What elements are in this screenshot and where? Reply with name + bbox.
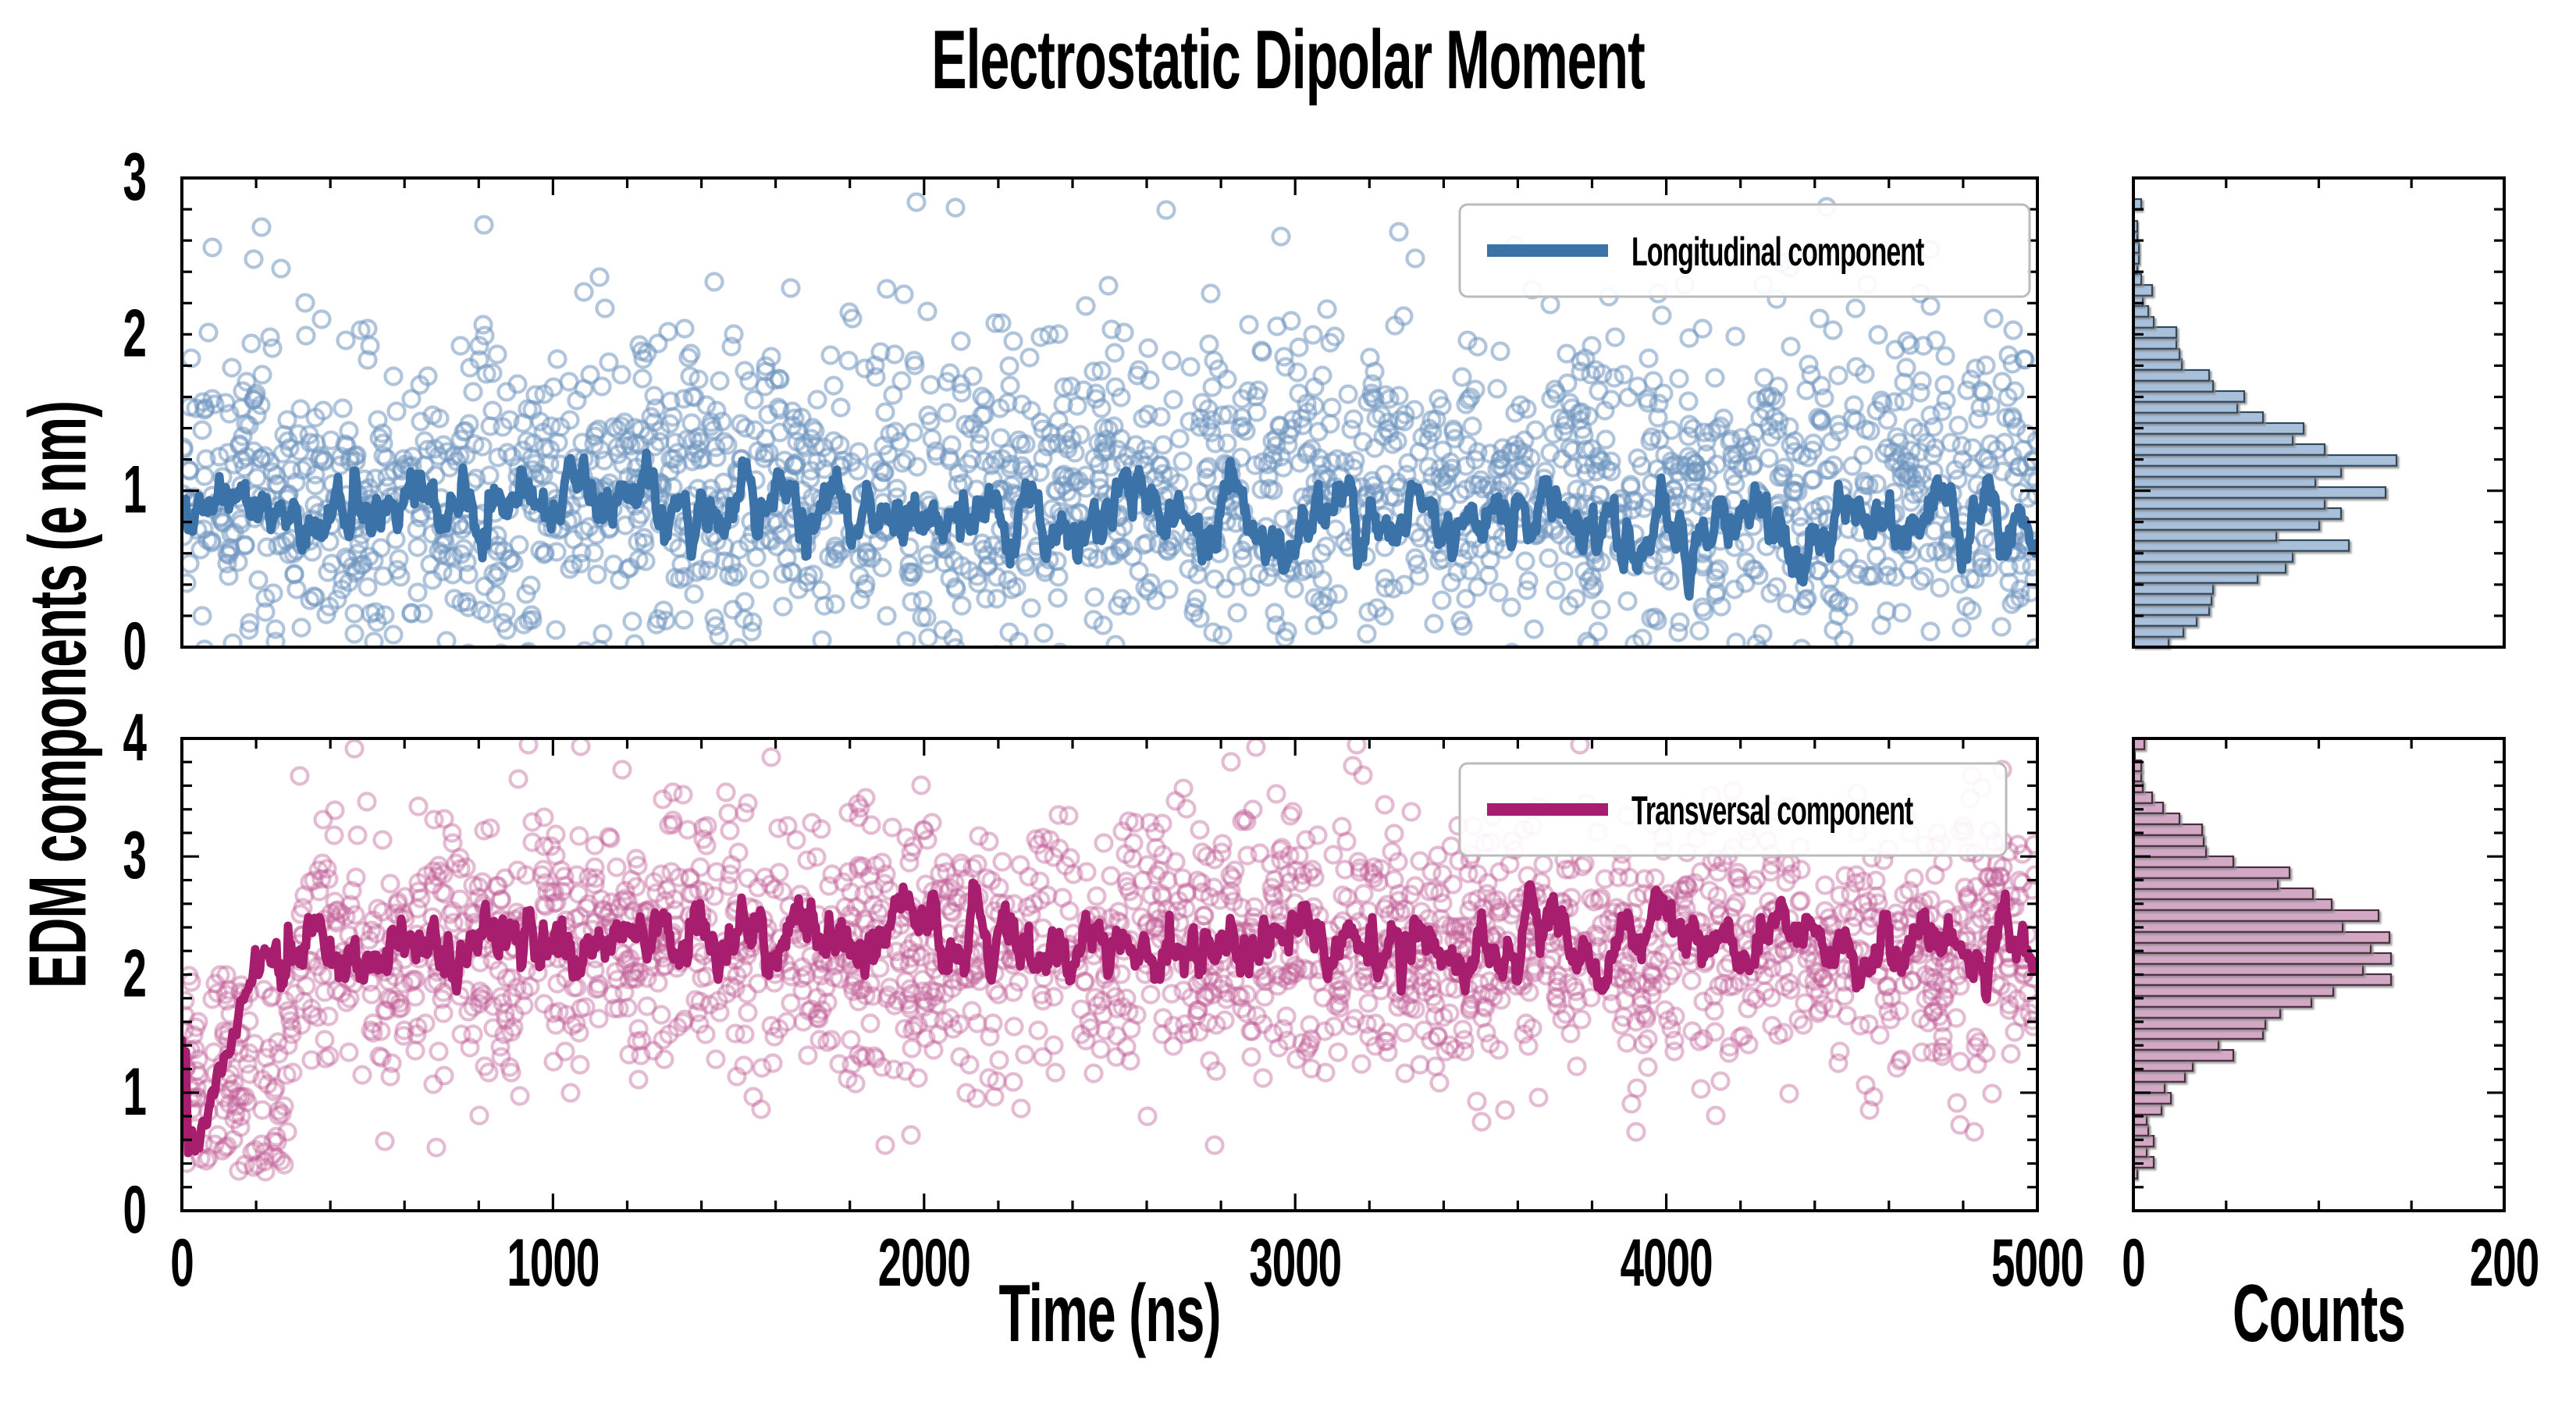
svg-text:3: 3 [123,140,147,215]
svg-text:Electrostatic Dipolar Moment: Electrostatic Dipolar Moment [931,12,1645,106]
svg-text:1000: 1000 [507,1226,599,1300]
svg-text:4: 4 [123,700,148,775]
svg-text:Transversal component: Transversal component [1631,788,1913,834]
svg-text:0: 0 [123,609,147,684]
svg-text:2: 2 [123,296,147,371]
svg-text:1: 1 [123,453,147,528]
svg-text:5000: 5000 [1991,1226,2083,1300]
svg-text:Longitudinal component: Longitudinal component [1631,229,1924,275]
svg-text:0: 0 [123,1172,147,1247]
svg-text:2000: 2000 [878,1226,970,1300]
svg-text:Counts: Counts [2233,1268,2405,1359]
svg-text:0: 0 [2122,1226,2145,1300]
svg-text:EDM components (e nm): EDM components (e nm) [13,401,104,988]
svg-text:4000: 4000 [1621,1226,1713,1300]
svg-text:Time (ns): Time (ns) [998,1268,1220,1359]
svg-text:1: 1 [123,1055,147,1130]
svg-text:0: 0 [170,1226,194,1300]
svg-text:3: 3 [123,818,147,893]
svg-text:2: 2 [123,937,147,1012]
svg-text:3000: 3000 [1249,1226,1341,1300]
svg-text:200: 200 [2470,1226,2539,1300]
